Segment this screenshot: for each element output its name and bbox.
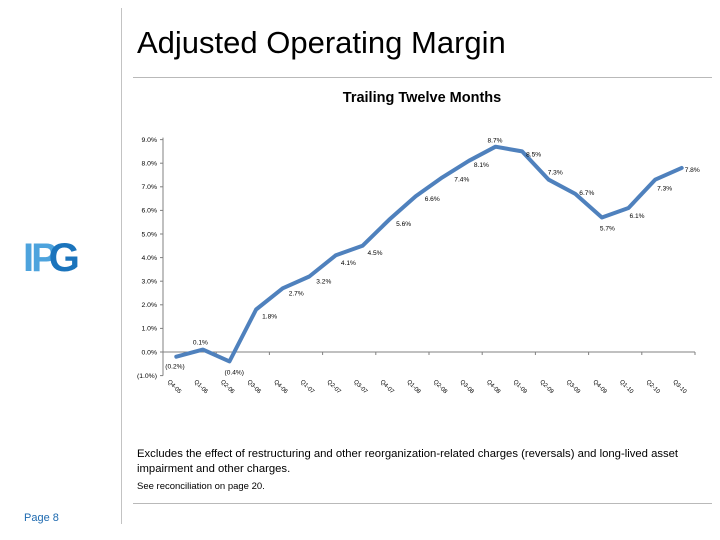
data-point-label: 0.1%: [193, 340, 208, 347]
data-point-label: 8.7%: [488, 138, 503, 145]
data-point-label: 1.8%: [262, 314, 277, 321]
slide-title: Adjusted Operating Margin: [137, 25, 506, 60]
x-axis-category-label: Q3-07: [352, 379, 369, 396]
footnote-exclusions: Excludes the effect of restructuring and…: [137, 448, 679, 475]
ipg-logo: IPG: [23, 238, 83, 278]
y-axis-tick-label: 4.0%: [142, 255, 158, 262]
ipg-logo-g: G: [48, 236, 80, 280]
title-underline: [133, 77, 712, 78]
data-point-label: 5.7%: [600, 226, 615, 233]
x-axis-category-label: Q4-08: [485, 379, 502, 396]
x-axis-category-label: Q4-05: [166, 379, 183, 396]
page-number: Page 8: [24, 512, 59, 524]
data-point-label: 8.5%: [526, 151, 541, 158]
ipg-logo-ip: IP: [23, 236, 58, 280]
y-axis-tick-label: 2.0%: [142, 302, 158, 309]
y-axis-tick-label: 8.0%: [142, 161, 158, 168]
y-axis-tick-label: 7.0%: [142, 184, 158, 191]
data-point-label: (0.4%): [225, 369, 244, 376]
data-point-label: 6.6%: [425, 196, 440, 203]
x-axis-category-label: Q2-10: [645, 379, 662, 396]
data-point-label: 7.3%: [548, 170, 563, 177]
y-axis-tick-label: 3.0%: [142, 279, 158, 286]
data-point-label: 5.6%: [396, 221, 411, 228]
data-point-label: 7.8%: [685, 167, 700, 174]
ttm-line-chart: 9.0% 8.0% 7.0% 6.0% 5.0% 4.0% 3.0% 2.0% 1.0% 0.0%…: [137, 137, 700, 396]
y-axis-tick-label: 9.0%: [142, 137, 158, 144]
data-point-label: 3.2%: [316, 279, 331, 286]
data-point-label: 6.1%: [630, 213, 645, 220]
y-axis-tick-label: 5.0%: [142, 231, 158, 238]
x-axis-category-label: Q3-09: [565, 379, 582, 396]
x-axis-category-label: Q2-06: [219, 379, 236, 396]
x-axis-category-label: Q1-09: [512, 379, 529, 396]
x-axis-category-label: Q4-09: [591, 379, 608, 396]
data-point-label: 8.1%: [474, 162, 489, 169]
bottom-divider-line: [133, 503, 712, 504]
x-axis-category-label: Q4-07: [379, 379, 396, 396]
x-axis-category-label: Q1-06: [192, 379, 209, 396]
ttm-margin-series-line: [174, 144, 684, 364]
y-axis-tick-label: (1.0%): [137, 373, 157, 380]
data-point-label: 4.1%: [341, 260, 356, 267]
chart-title: Trailing Twelve Months: [342, 90, 502, 106]
x-axis-category-label: Q2-09: [538, 379, 555, 396]
x-axis-category-label: Q2-08: [432, 379, 449, 396]
data-point-label: 6.7%: [579, 190, 594, 197]
footnote-reconciliation: See reconciliation on page 20.: [137, 481, 265, 492]
data-point-label: 2.7%: [289, 290, 304, 297]
y-axis-tick-label: 1.0%: [142, 326, 158, 333]
left-divider-line: [121, 8, 122, 524]
x-axis-category-label: Q1-07: [299, 379, 316, 396]
x-axis-category-label: Q1-08: [405, 379, 422, 396]
y-axis-tick-label: 0.0%: [142, 349, 158, 356]
x-axis-category-label: Q1-10: [618, 379, 635, 396]
x-axis-category-label: Q3-08: [458, 379, 475, 396]
data-point-label: (0.2%): [165, 364, 184, 371]
data-point-label: 7.4%: [454, 176, 469, 183]
data-point-label: 7.3%: [657, 186, 672, 193]
x-axis-category-label: Q3-06: [246, 379, 263, 396]
data-point-label: 4.5%: [368, 250, 383, 257]
x-axis-category-label: Q4-06: [272, 379, 289, 396]
y-axis-tick-label: 6.0%: [142, 208, 158, 215]
x-axis-category-label: Q2-07: [325, 379, 342, 396]
x-axis-category-label: Q3-10: [671, 379, 688, 396]
